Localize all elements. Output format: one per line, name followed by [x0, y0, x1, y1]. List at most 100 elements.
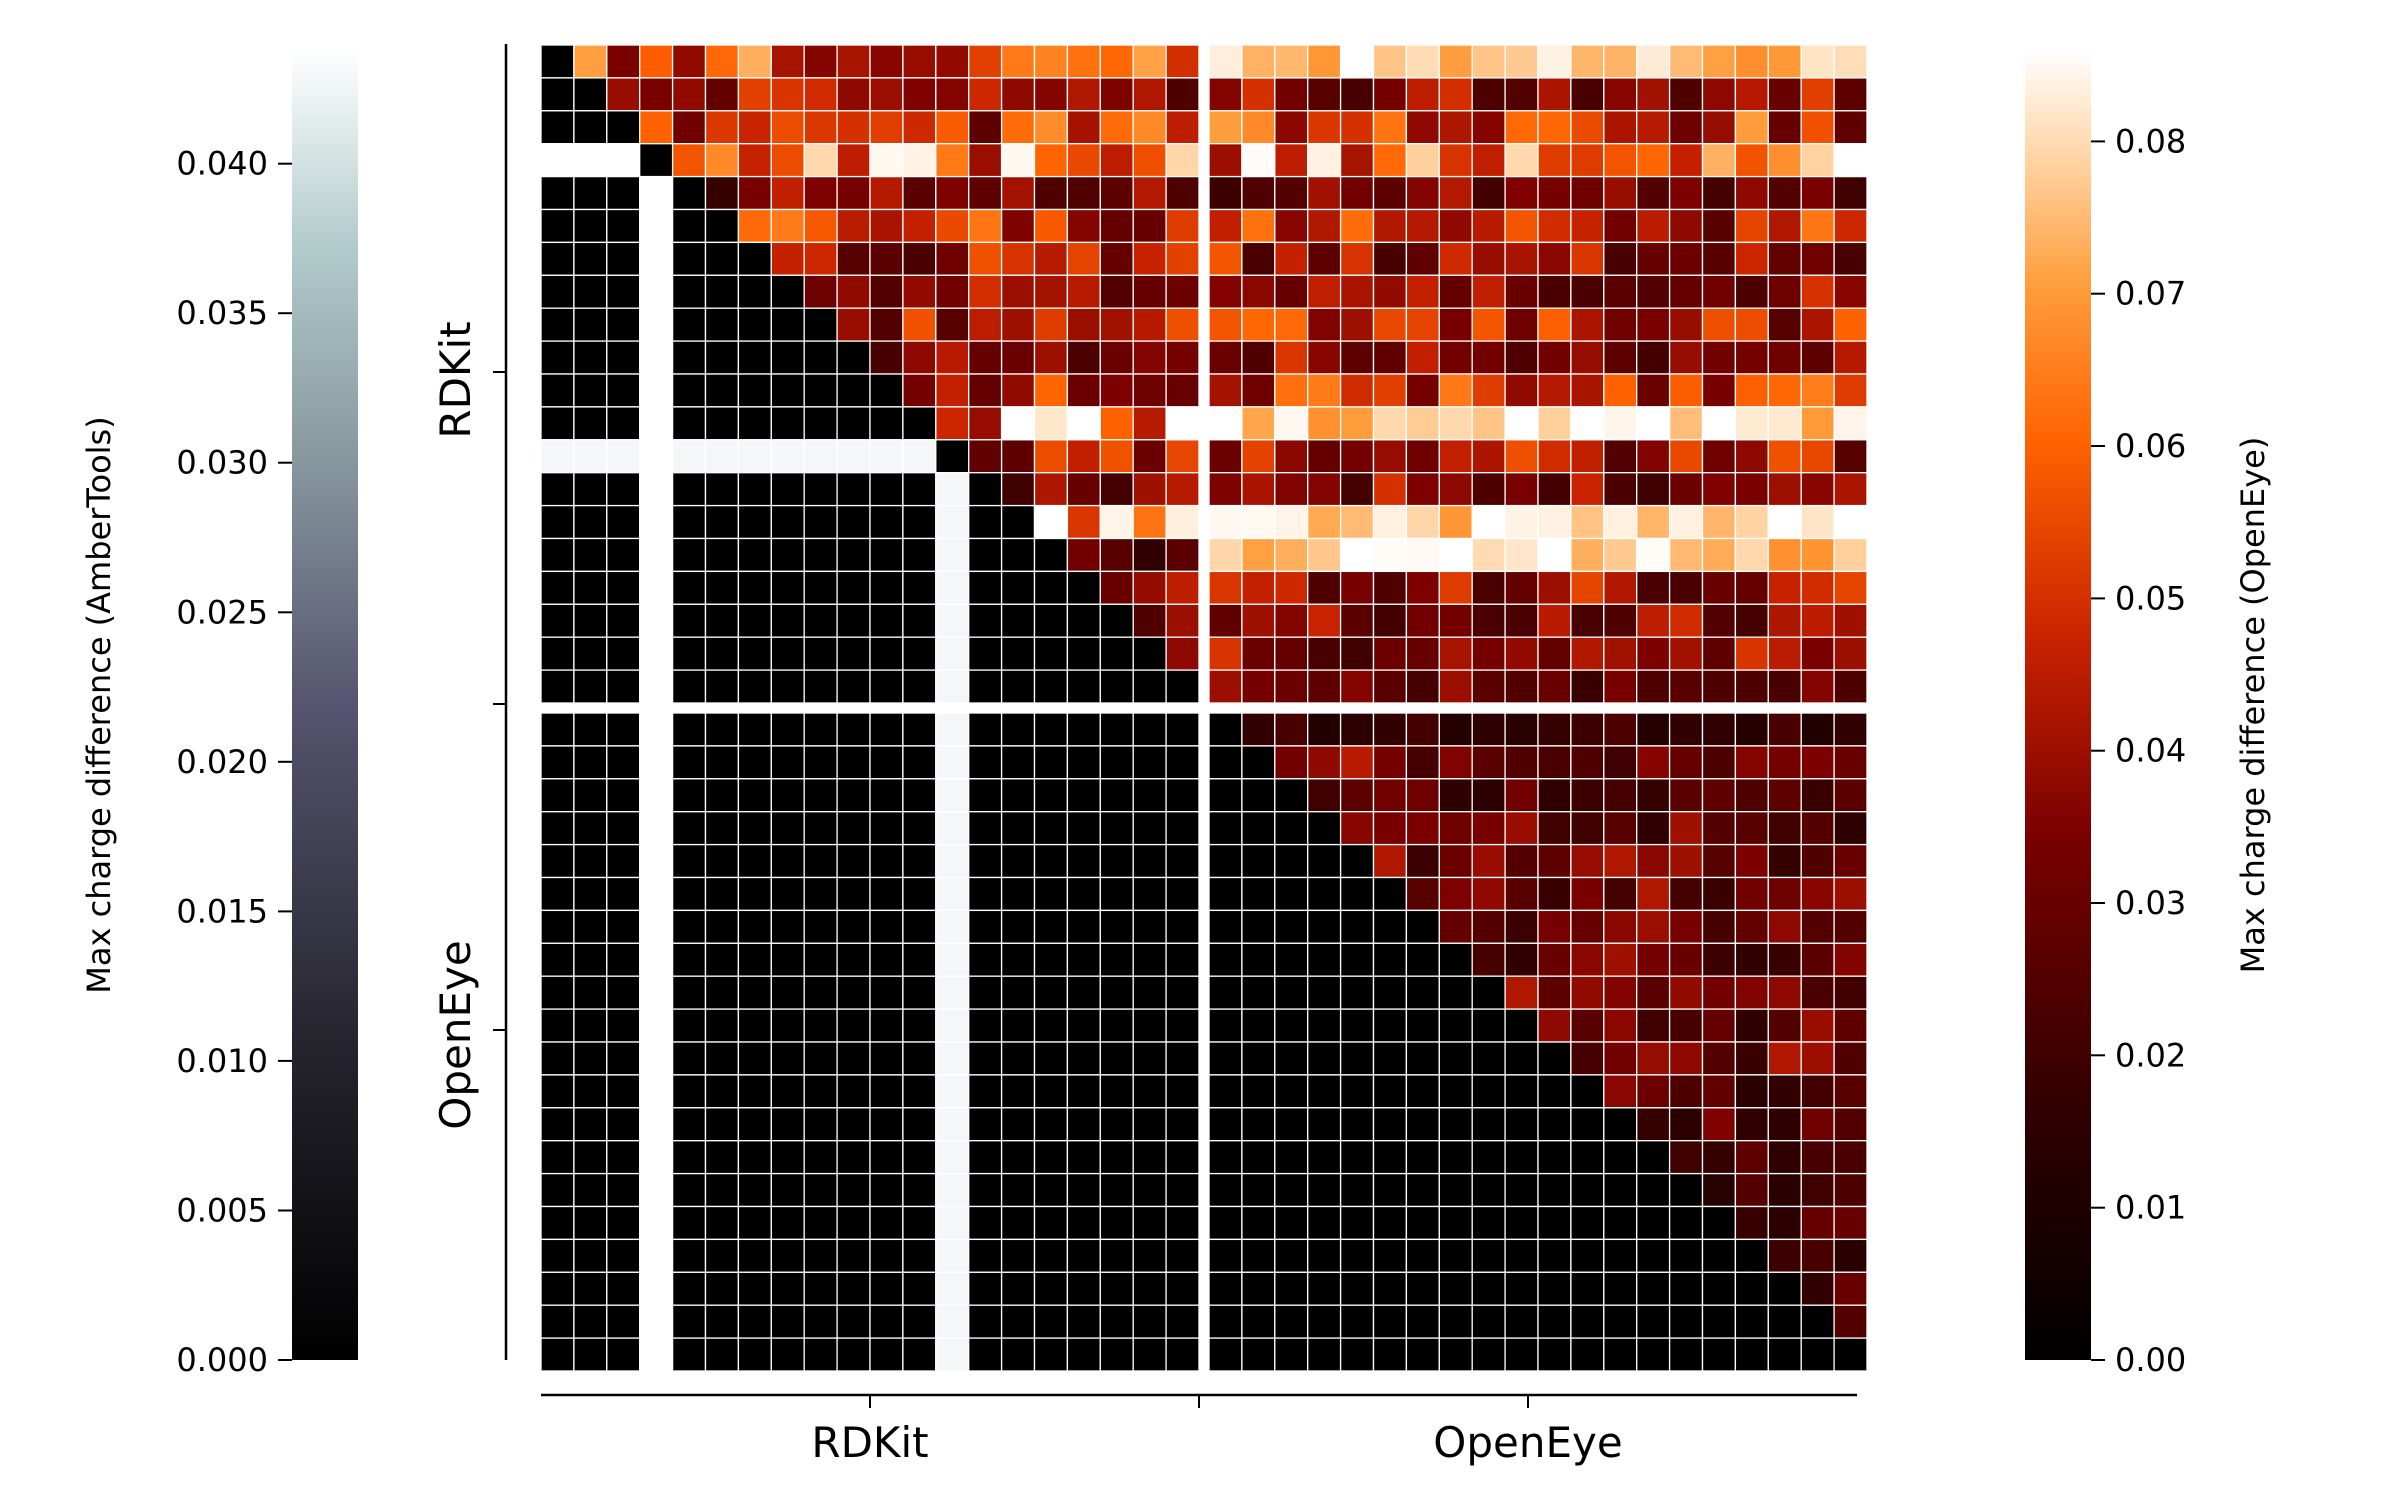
heatmap-cell-33-26: [1405, 1140, 1440, 1175]
heatmap-cell-15-13: [968, 537, 1003, 573]
heatmap-cell-32-20: [1208, 1107, 1243, 1142]
heatmap-cell-33-14: [1000, 1140, 1036, 1175]
heatmap-cell-32-24: [1339, 1107, 1375, 1142]
heatmap-cell-22-3: [639, 778, 674, 813]
heatmap-cell-28-18: [1132, 975, 1167, 1010]
heatmap-cell-2-29: [1504, 110, 1539, 145]
heatmap-cell-27-16: [1066, 942, 1101, 977]
heatmap-cell-12-15: [1033, 439, 1069, 474]
heatmap-cell-2-30: [1537, 110, 1572, 145]
heatmap-cell-9-17: [1099, 340, 1134, 375]
heatmap-cell-32-5: [704, 1107, 740, 1142]
heatmap-cell-2-35: [1701, 110, 1737, 145]
heatmap-cell-25-6: [737, 876, 772, 912]
heatmap-cell-31-28: [1471, 1074, 1506, 1109]
heatmap-cell-8-33: [1636, 307, 1671, 342]
heatmap-cell-17-21: [1241, 603, 1276, 638]
heatmap-cell-19-22: [1274, 669, 1309, 704]
heatmap-cell-12-28: [1471, 439, 1506, 474]
heatmap-cell-37-23: [1307, 1271, 1342, 1306]
heatmap-cell-7-15: [1033, 274, 1069, 309]
heatmap-cell-6-3: [639, 241, 674, 276]
heatmap-cell-9-5: [704, 340, 740, 375]
heatmap-cell-33-28: [1471, 1140, 1506, 1175]
heatmap-cell-32-0: [540, 1107, 575, 1142]
heatmap-cell-23-33: [1636, 811, 1671, 846]
heatmap-cell-30-38: [1800, 1041, 1835, 1076]
heatmap-cell-33-5: [704, 1140, 740, 1175]
heatmap-cell-36-17: [1099, 1238, 1134, 1273]
heatmap-cell-23-15: [1033, 811, 1069, 846]
heatmap-cell-22-39: [1833, 778, 1868, 813]
heatmap-cell-4-35: [1701, 175, 1737, 211]
heatmap-cell-19-19: [1165, 669, 1200, 704]
heatmap-cell-39-33: [1636, 1337, 1671, 1372]
heatmap-cell-33-7: [770, 1140, 805, 1175]
heatmap-cell-14-6: [737, 504, 772, 540]
heatmap-cell-28-4: [671, 975, 707, 1010]
heatmap-cell-29-4: [671, 1008, 707, 1043]
heatmap-cell-2-7: [770, 110, 805, 145]
heatmap-cell-14-18: [1132, 504, 1167, 540]
heatmap-cell-14-20: [1208, 504, 1243, 540]
heatmap-cell-8-3: [639, 307, 674, 342]
heatmap-cell-26-38: [1800, 909, 1835, 944]
heatmap-cell-9-27: [1438, 340, 1473, 375]
heatmap-cell-12-3: [639, 439, 674, 474]
heatmap-cell-25-34: [1668, 876, 1704, 912]
heatmap-cell-1-32: [1603, 77, 1638, 112]
heatmap-cell-31-16: [1066, 1074, 1101, 1109]
heatmap-cell-19-29: [1504, 669, 1539, 704]
heatmap-cell-7-13: [968, 274, 1003, 309]
heatmap-cell-21-25: [1372, 745, 1408, 780]
heatmap-cell-18-34: [1668, 636, 1704, 671]
heatmap-cell-7-29: [1504, 274, 1539, 309]
heatmap-cell-7-35: [1701, 274, 1737, 309]
heatmap-cell-25-32: [1603, 876, 1638, 912]
heatmap-cell-34-32: [1603, 1172, 1638, 1208]
heatmap-cell-9-1: [573, 340, 608, 375]
heatmap-cell-16-19: [1165, 570, 1200, 605]
heatmap-cell-5-2: [606, 208, 641, 244]
heatmap-cell-16-8: [803, 570, 838, 605]
heatmap-cell-13-34: [1668, 472, 1704, 507]
heatmap-cell-39-7: [770, 1337, 805, 1372]
heatmap-cell-4-8: [803, 175, 838, 211]
heatmap-cell-33-33: [1636, 1140, 1671, 1175]
heatmap-cell-32-18: [1132, 1107, 1167, 1142]
heatmap-cell-34-8: [803, 1172, 838, 1208]
heatmap-cell-25-7: [770, 876, 805, 912]
heatmap-cell-17-26: [1405, 603, 1440, 638]
heatmap-cell-37-2: [606, 1271, 641, 1306]
heatmap-cell-19-15: [1033, 669, 1069, 704]
heatmap-cell-35-5: [704, 1205, 740, 1241]
heatmap-cell-33-10: [869, 1140, 904, 1175]
heatmap-cell-0-39: [1833, 44, 1868, 79]
heatmap-cell-22-21: [1241, 778, 1276, 813]
heatmap-cell-4-23: [1307, 175, 1342, 211]
heatmap-cell-26-30: [1537, 909, 1572, 944]
heatmap-cell-11-16: [1066, 406, 1101, 441]
heatmap-cell-1-0: [540, 77, 575, 112]
heatmap-cell-23-37: [1767, 811, 1802, 846]
heatmap-cell-27-23: [1307, 942, 1342, 977]
heatmap-cell-24-38: [1800, 843, 1835, 879]
heatmap-cell-9-33: [1636, 340, 1671, 375]
heatmap-cell-30-3: [639, 1041, 674, 1076]
heatmap-cell-8-35: [1701, 307, 1737, 342]
heatmap-cell-37-14: [1000, 1271, 1036, 1306]
heatmap-cell-25-4: [671, 876, 707, 912]
heatmap-cell-21-35: [1701, 745, 1737, 780]
heatmap-cell-4-33: [1636, 175, 1671, 211]
heatmap-cell-31-6: [737, 1074, 772, 1109]
heatmap-cell-10-34: [1668, 373, 1704, 408]
heatmap-cell-38-3: [639, 1304, 674, 1339]
heatmap-cell-26-21: [1241, 909, 1276, 944]
heatmap-cell-28-17: [1099, 975, 1134, 1010]
heatmap-cell-33-2: [606, 1140, 641, 1175]
heatmap-cell-24-9: [836, 843, 871, 879]
heatmap-cell-26-12: [935, 909, 970, 944]
heatmap-cell-31-36: [1734, 1074, 1769, 1109]
heatmap-cell-21-6: [737, 745, 772, 780]
heatmap-cell-19-10: [869, 669, 904, 704]
